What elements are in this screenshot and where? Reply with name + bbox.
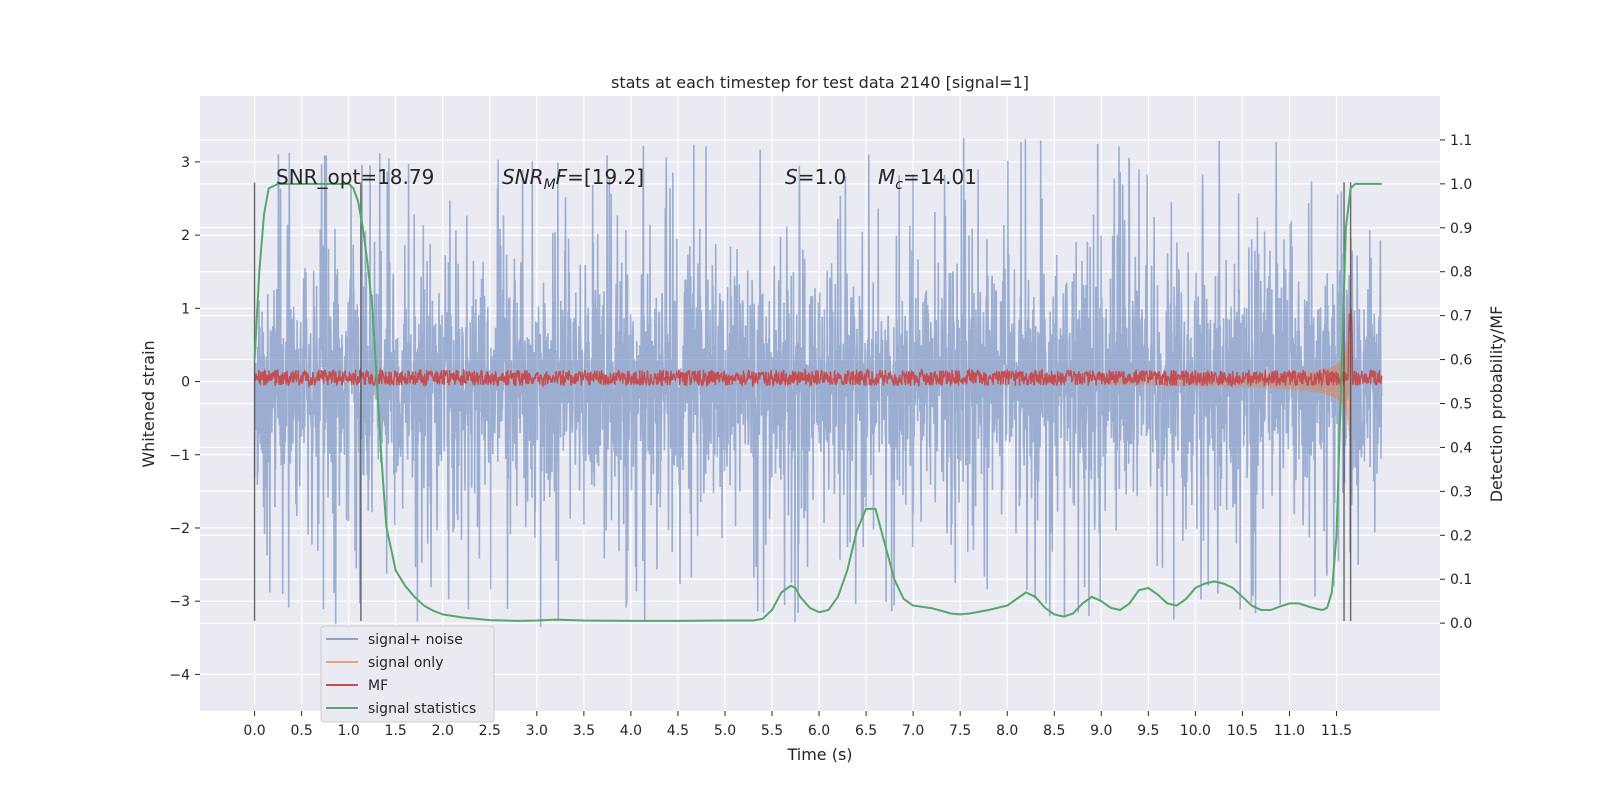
x-tick-label-9.0: 9.0	[1090, 723, 1112, 739]
x-tick-label-5.0: 5.0	[714, 723, 736, 739]
x-tick-label-4.5: 4.5	[667, 723, 689, 739]
annotation-snr-mf-value: =[19.2]	[567, 165, 644, 189]
x-tick-label-10.0: 10.0	[1180, 723, 1211, 739]
chart-title: stats at each timestep for test data 214…	[611, 73, 1029, 92]
legend-box	[320, 625, 495, 723]
x-tick-label-2.0: 2.0	[432, 723, 454, 739]
y-tick-label-−3: −3	[169, 594, 190, 610]
y-tick-label-3: 3	[181, 155, 190, 171]
y2-tick-label-0.8: 0.8	[1450, 265, 1472, 281]
legend-label-signal-statistics: signal statistics	[368, 701, 476, 717]
x-tick-label-1.0: 1.0	[338, 723, 360, 739]
x-tick-label-11.0: 11.0	[1274, 723, 1305, 739]
x-tick-label-0.0: 0.0	[243, 723, 265, 739]
x-tick-label-7.0: 7.0	[902, 723, 924, 739]
y2-tick-label-0.2: 0.2	[1450, 528, 1472, 544]
legend-label-mf: MF	[368, 678, 388, 694]
x-tick-label-3.0: 3.0	[526, 723, 548, 739]
x-tick-label-6.5: 6.5	[855, 723, 877, 739]
legend-label-signal-noise: signal+ noise	[368, 632, 463, 648]
annotation-s: S=1.0	[785, 165, 846, 189]
y2-tick-label-0.4: 0.4	[1450, 440, 1472, 456]
annotation-s-value: =1.0	[798, 165, 847, 189]
x-tick-label-4.0: 4.0	[620, 723, 642, 739]
y-tick-labels: −4 −3 −2 −1 0 1 2 3	[169, 155, 200, 683]
y-tick-label-2: 2	[181, 228, 190, 244]
y2-tick-label-0.0: 0.0	[1450, 616, 1472, 632]
x-tick-label-7.5: 7.5	[949, 723, 971, 739]
y-tick-label-1: 1	[181, 301, 190, 317]
series-signal-only	[1100, 238, 1352, 506]
x-tick-label-10.5: 10.5	[1227, 723, 1258, 739]
y-tick-label-−2: −2	[169, 521, 190, 537]
y2-tick-label-1.0: 1.0	[1450, 177, 1472, 193]
x-tick-label-2.5: 2.5	[479, 723, 501, 739]
x-tick-label-5.5: 5.5	[761, 723, 783, 739]
y2-tick-labels: 0.0 0.1 0.2 0.3 0.4 0.5 0.6 0.7 0.8 0.9 1.0 1.1	[1440, 133, 1472, 632]
y-axis-label: Whitened strain	[139, 340, 158, 467]
y-tick-label-0: 0	[181, 375, 190, 391]
y-tick-label-−1: −1	[169, 448, 190, 464]
series-signal-noise	[253, 138, 1383, 627]
legend-label-signal-only: signal only	[368, 655, 443, 671]
y2-tick-label-0.9: 0.9	[1450, 221, 1472, 237]
x-tick-label-9.5: 9.5	[1137, 723, 1159, 739]
y2-axis-label: Detection probability/MF	[1487, 306, 1506, 503]
y2-tick-label-1.1: 1.1	[1450, 133, 1472, 149]
x-tick-label-6.0: 6.0	[808, 723, 830, 739]
annotation-mc-value: =14.01	[903, 165, 977, 189]
y2-tick-label-0.1: 0.1	[1450, 572, 1472, 588]
x-tick-label-0.5: 0.5	[290, 723, 312, 739]
vertical-markers	[253, 182, 1352, 621]
series-mf	[253, 308, 1383, 389]
y2-tick-label-0.3: 0.3	[1450, 484, 1472, 500]
y2-tick-label-0.5: 0.5	[1450, 397, 1472, 413]
annotation-mc: Mc=14.01	[878, 165, 977, 193]
x-tick-label-8.0: 8.0	[996, 723, 1018, 739]
annotation-snr-opt: SNR_opt=18.79	[276, 165, 434, 189]
x-tick-label-3.5: 3.5	[573, 723, 595, 739]
x-tick-label-1.5: 1.5	[385, 723, 407, 739]
annotation-snr-mf: SNRMF=[19.2]	[502, 165, 644, 193]
x-tick-label-8.5: 8.5	[1043, 723, 1065, 739]
legend: signal+ noise signal only MF signal stat…	[320, 625, 495, 723]
x-tick-label-11.5: 11.5	[1321, 723, 1352, 739]
x-tick-labels: 0.0 0.5 1.0 1.5 2.0 2.5 3.0 3.5 4.0 4.5 5.0 5.5 6.0 6…	[243, 711, 1352, 739]
series-signal-statistics	[253, 182, 1382, 622]
x-axis-label: Time (s)	[786, 745, 852, 764]
y-tick-label-−4: −4	[169, 667, 190, 683]
y2-tick-label-0.7: 0.7	[1450, 309, 1472, 325]
y2-tick-label-0.6: 0.6	[1450, 353, 1472, 369]
